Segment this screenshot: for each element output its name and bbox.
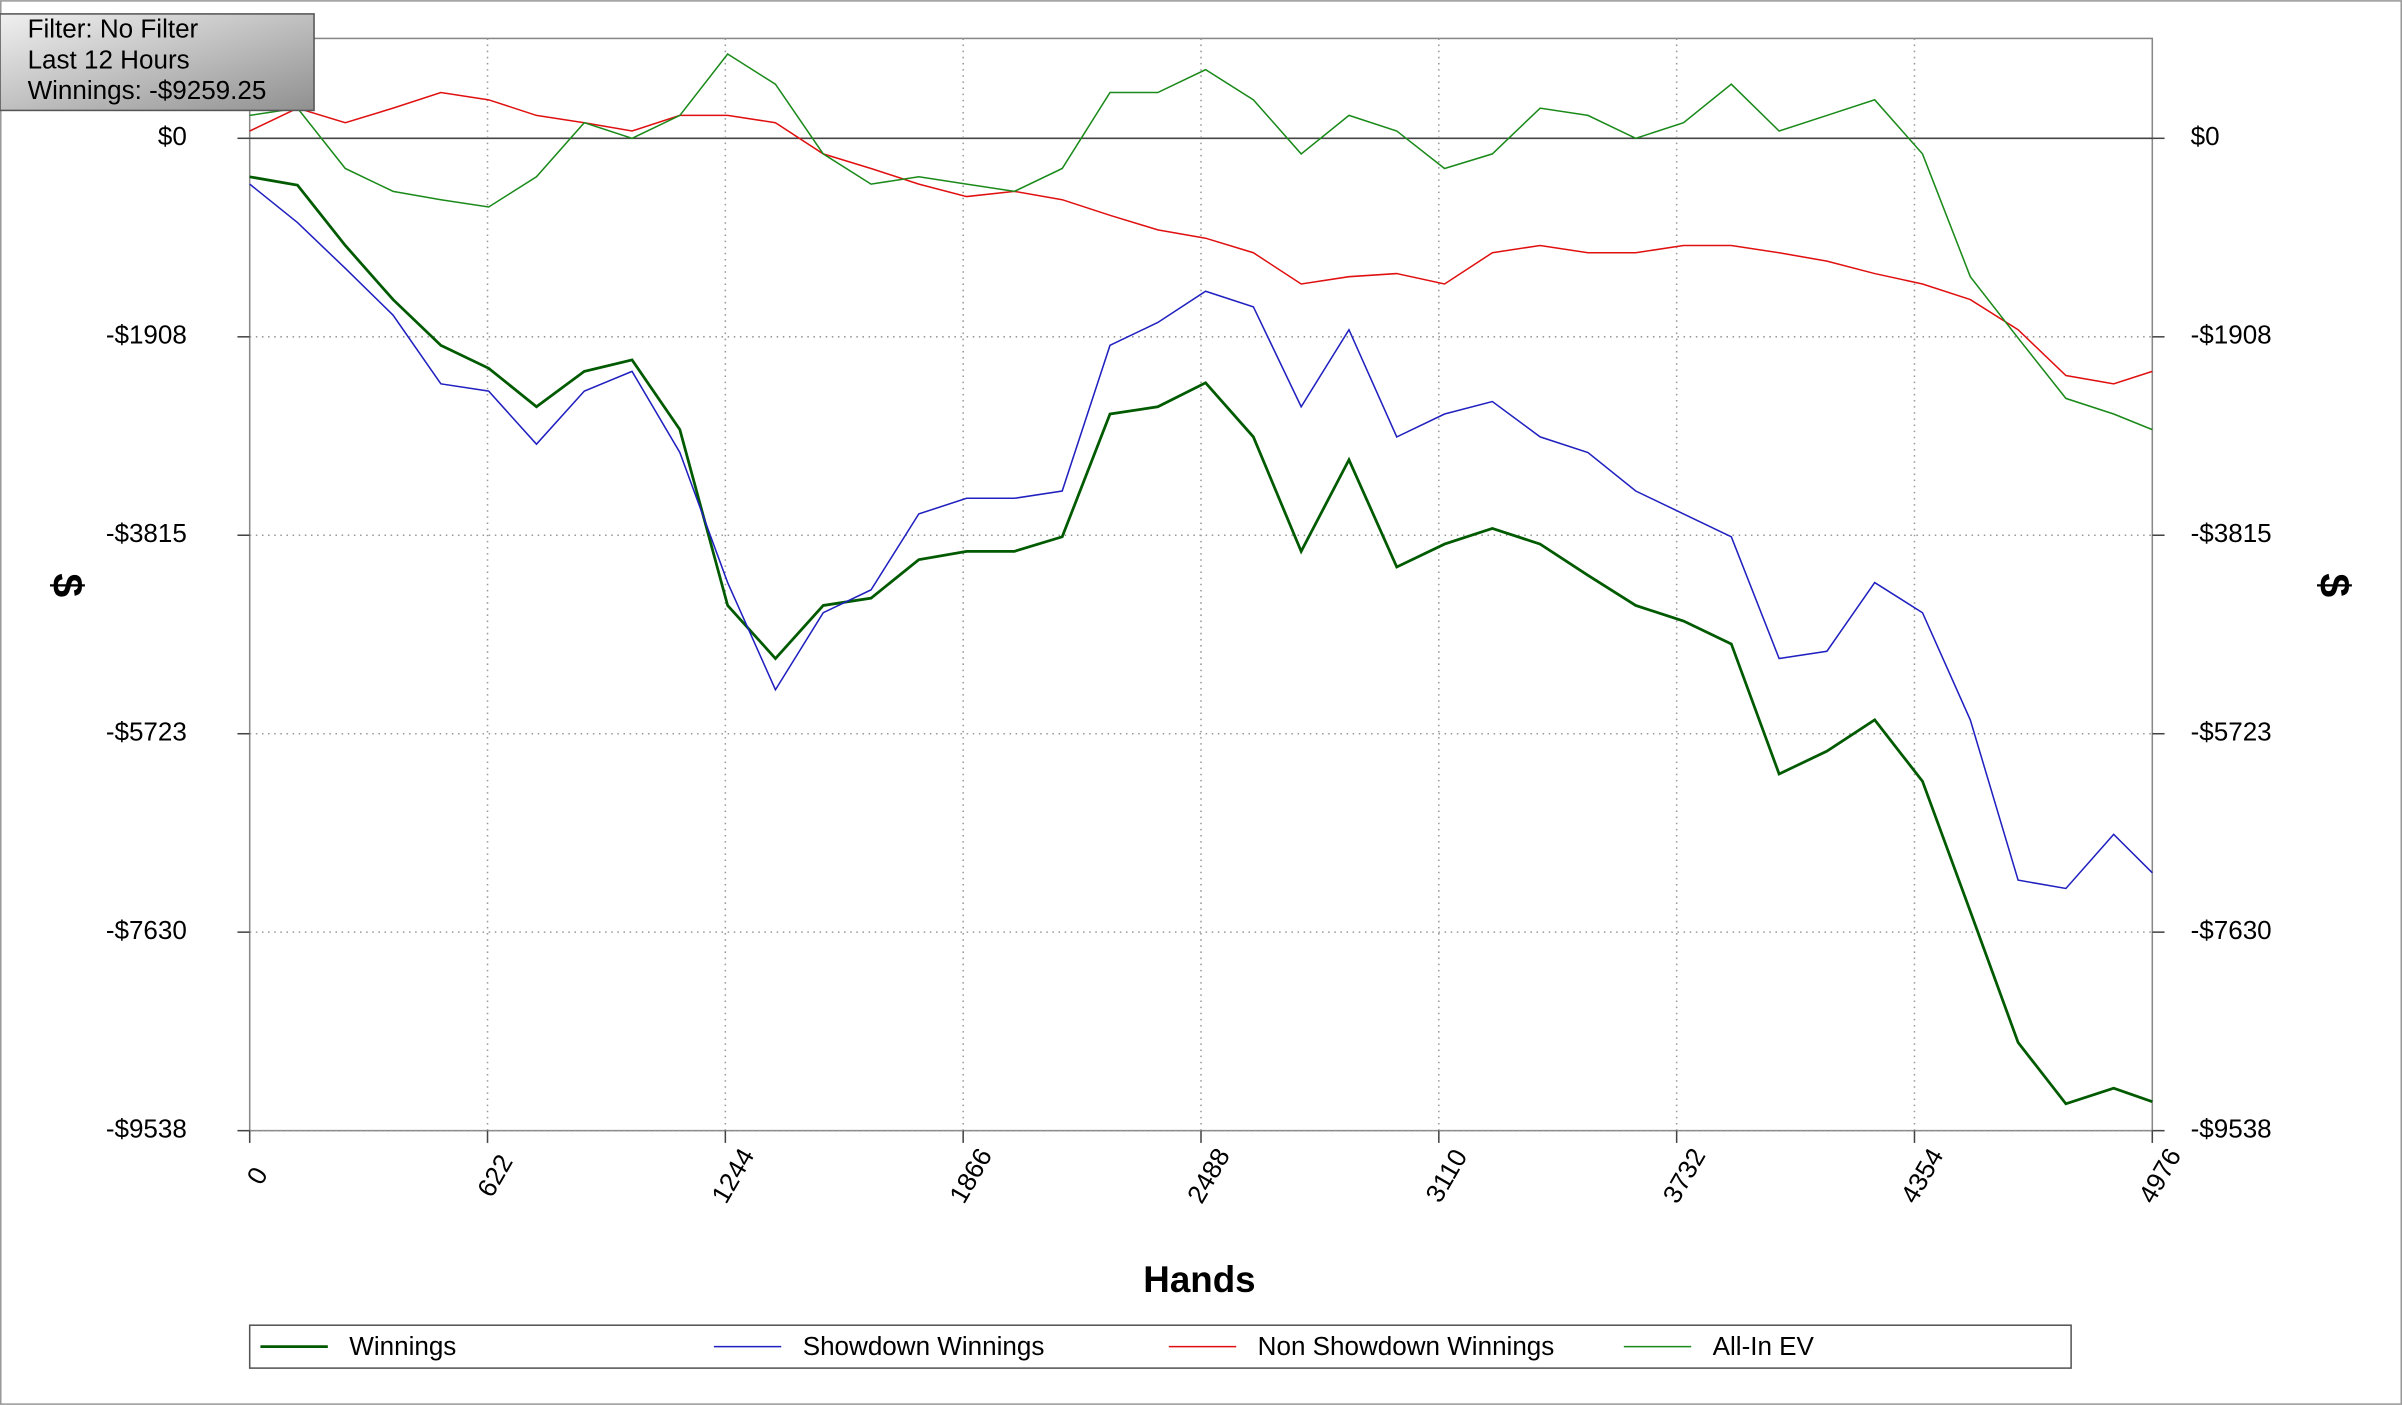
y2-axis-title: $ xyxy=(2310,573,2358,597)
x-axis-title: Hands xyxy=(1143,1259,1255,1300)
series-line xyxy=(249,53,2153,431)
y-tick-label: $0 xyxy=(158,121,187,151)
series-line xyxy=(249,91,2153,385)
legend-label: All-In EV xyxy=(1713,1331,1815,1361)
y-tick-label: -$9538 xyxy=(106,1114,187,1144)
legend-box xyxy=(248,1324,2072,1369)
info-text: Winnings: -$9259.25 xyxy=(28,75,267,105)
y-tick-label: -$3815 xyxy=(106,518,187,548)
y-tick-label: -$1908 xyxy=(106,320,187,350)
y2-tick-label: -$5723 xyxy=(2191,717,2272,747)
y-tick-label: -$7630 xyxy=(106,915,187,945)
y2-tick-label: -$1908 xyxy=(2191,320,2272,350)
y2-tick-label: $0 xyxy=(2191,121,2220,151)
info-box xyxy=(0,13,315,112)
y2-tick-label: -$7630 xyxy=(2191,915,2272,945)
y2-tick-label: -$3815 xyxy=(2191,518,2272,548)
info-text: Filter: No Filter xyxy=(28,14,199,44)
series-line xyxy=(249,175,2153,1106)
legend-label: Non Showdown Winnings xyxy=(1258,1331,1555,1361)
legend-label: Winnings xyxy=(349,1331,456,1361)
y2-tick-label: -$9538 xyxy=(2191,1114,2272,1144)
legend-label: Showdown Winnings xyxy=(803,1331,1045,1361)
series-line xyxy=(249,183,2153,890)
info-text: Last 12 Hours xyxy=(28,44,190,74)
y-axis-title: $ xyxy=(43,573,91,597)
y-tick-label: -$5723 xyxy=(106,717,187,747)
